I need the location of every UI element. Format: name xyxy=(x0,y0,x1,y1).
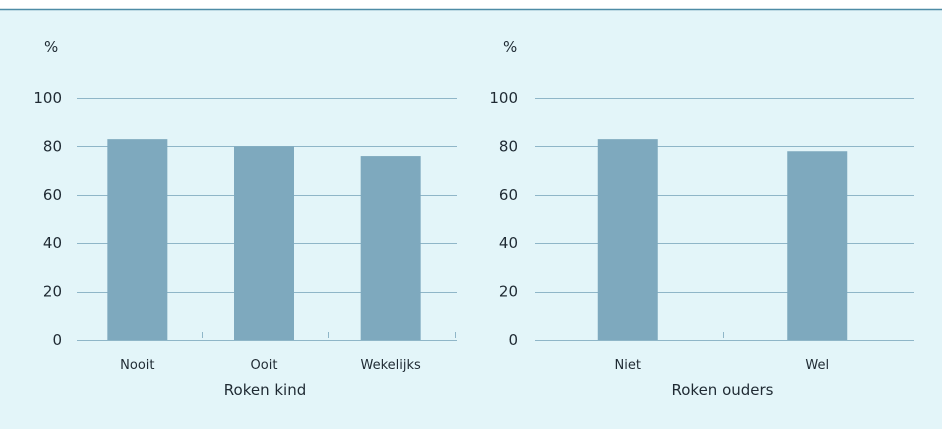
y-tick-label: 60 xyxy=(499,186,518,204)
y-tick-label: 0 xyxy=(52,331,62,349)
chart-roken-kind: % Roken kind 0 20 40 60 80 100 Nooit Ooi… xyxy=(33,38,457,399)
bar-ooit xyxy=(234,146,294,340)
category-label-wel: Wel xyxy=(805,358,829,373)
y-tick-label: 40 xyxy=(499,234,518,252)
category-label-niet: Niet xyxy=(615,358,641,373)
category-label-ooit: Ooit xyxy=(251,358,278,373)
y-tick-label: 80 xyxy=(43,137,62,155)
y-axis-unit: % xyxy=(503,38,517,56)
bar-wekelijks xyxy=(360,156,421,340)
bar-nooit xyxy=(107,139,168,340)
category-label-nooit: Nooit xyxy=(120,358,154,373)
y-tick-label: 0 xyxy=(508,331,518,349)
y-tick-label: 20 xyxy=(499,283,518,301)
y-axis-unit: % xyxy=(44,38,58,56)
chart-roken-ouders: % Roken ouders 0 20 40 60 80 100 Niet We… xyxy=(489,38,914,399)
bar-wel xyxy=(787,151,848,340)
x-axis-title: Roken ouders xyxy=(672,381,774,399)
category-label-wekelijks: Wekelijks xyxy=(361,358,422,373)
y-tick-label: 20 xyxy=(43,283,62,301)
x-axis-title: Roken kind xyxy=(224,381,306,399)
y-tick-label: 60 xyxy=(43,186,62,204)
bar-niet xyxy=(597,139,658,340)
y-tick-label: 40 xyxy=(43,234,62,252)
y-tick-label: 100 xyxy=(489,89,518,107)
y-tick-label: 80 xyxy=(499,137,518,155)
y-tick-label: 100 xyxy=(33,89,62,107)
